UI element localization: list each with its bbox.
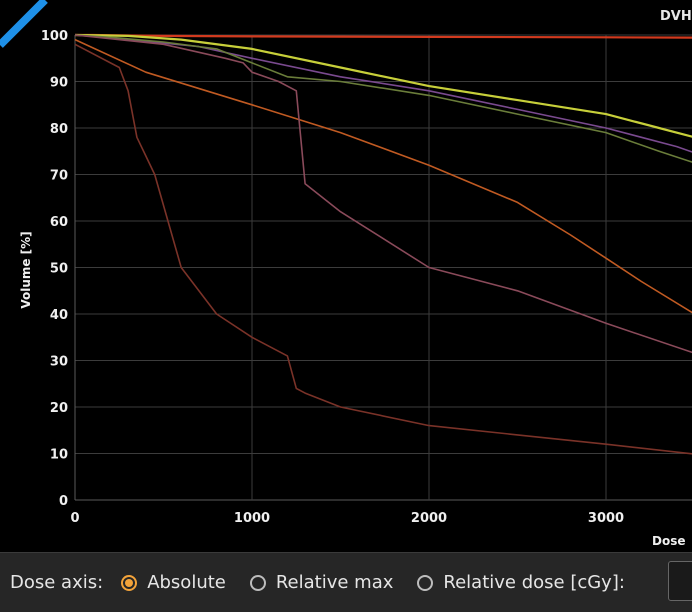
- series-line: [74, 33, 692, 138]
- y-tick-label: 60: [50, 215, 68, 230]
- radio-relative-dose-label: Relative dose [cGy]:: [443, 572, 625, 593]
- y-tick-label: 0: [59, 494, 68, 509]
- y-tick-label: 80: [50, 122, 68, 137]
- y-tick-label: 70: [50, 169, 68, 184]
- series-line: [74, 34, 692, 354]
- x-tick-label: 3000: [588, 511, 624, 526]
- y-tick-label: 40: [50, 308, 68, 323]
- radio-relative-max[interactable]: Relative max: [249, 572, 394, 593]
- series-line: [74, 43, 692, 455]
- relative-dose-input[interactable]: [668, 561, 692, 601]
- y-tick-label: 20: [50, 401, 68, 416]
- dvh-chart: 0 10 20 30 40 50 60 70 80 90 100 0 1000 2000 3000 DVH …: [0, 0, 692, 548]
- radio-absolute-label: Absolute: [147, 572, 226, 593]
- x-tick-label: 1000: [234, 511, 270, 526]
- dose-axis-label: Dose axis:: [10, 572, 104, 593]
- y-tick-label: 100: [41, 29, 68, 44]
- dose-axis-controls: Dose axis: Absolute Relative max Relativ…: [0, 552, 692, 612]
- grid: [74, 34, 692, 501]
- x-tick-label: 2000: [411, 511, 447, 526]
- chart-title: DVH: [660, 9, 692, 24]
- y-tick-label: 50: [50, 262, 68, 277]
- x-axis-label: Dose: [652, 534, 686, 548]
- series-line: [74, 34, 692, 163]
- y-tick-label: 30: [50, 355, 68, 370]
- radio-relative-dose[interactable]: Relative dose [cGy]:: [417, 572, 625, 593]
- radio-absolute[interactable]: Absolute: [121, 572, 226, 593]
- y-tick-label: 10: [50, 448, 68, 463]
- radio-relative-max-indicator[interactable]: [249, 574, 266, 591]
- x-tick-label: 0: [70, 511, 79, 526]
- radio-absolute-indicator[interactable]: [121, 574, 138, 591]
- radio-relative-dose-indicator[interactable]: [417, 574, 434, 591]
- radio-relative-max-label: Relative max: [275, 572, 394, 593]
- series-lines: [74, 33, 692, 455]
- series-line: [74, 34, 692, 153]
- series-line: [74, 38, 692, 314]
- y-tick-label: 90: [50, 76, 68, 91]
- y-axis-label: Volume [%]: [19, 231, 33, 308]
